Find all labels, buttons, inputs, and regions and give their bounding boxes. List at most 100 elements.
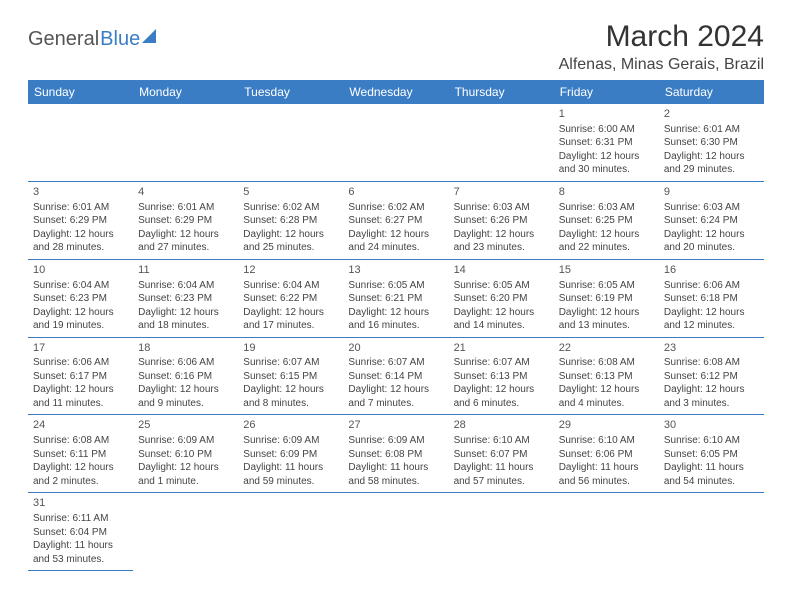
- sunset-text: Sunset: 6:07 PM: [454, 448, 549, 462]
- calendar-cell: 6Sunrise: 6:02 AMSunset: 6:27 PMDaylight…: [343, 181, 448, 259]
- calendar-cell: 22Sunrise: 6:08 AMSunset: 6:13 PMDayligh…: [554, 337, 659, 415]
- sunset-text: Sunset: 6:21 PM: [348, 292, 443, 306]
- sunrise-text: Sunrise: 6:08 AM: [559, 356, 654, 370]
- day-number: 24: [33, 418, 128, 433]
- sunrise-text: Sunrise: 6:09 AM: [243, 434, 338, 448]
- logo-triangle-icon: [142, 29, 156, 43]
- daylight1-text: Daylight: 11 hours: [33, 539, 128, 553]
- sunrise-text: Sunrise: 6:03 AM: [664, 201, 759, 215]
- daylight1-text: Daylight: 12 hours: [559, 228, 654, 242]
- sunset-text: Sunset: 6:13 PM: [454, 370, 549, 384]
- calendar-cell: 11Sunrise: 6:04 AMSunset: 6:23 PMDayligh…: [133, 259, 238, 337]
- sunset-text: Sunset: 6:09 PM: [243, 448, 338, 462]
- daylight1-text: Daylight: 12 hours: [664, 306, 759, 320]
- weekday-header-row: Sunday Monday Tuesday Wednesday Thursday…: [28, 80, 764, 104]
- calendar-cell: [449, 104, 554, 181]
- day-number: 6: [348, 185, 443, 200]
- sunset-text: Sunset: 6:20 PM: [454, 292, 549, 306]
- day-number: 15: [559, 263, 654, 278]
- sunrise-text: Sunrise: 6:11 AM: [33, 512, 128, 526]
- daylight2-text: and 23 minutes.: [454, 241, 549, 255]
- day-number: 19: [243, 341, 338, 356]
- daylight1-text: Daylight: 11 hours: [664, 461, 759, 475]
- daylight1-text: Daylight: 12 hours: [33, 306, 128, 320]
- day-number: 28: [454, 418, 549, 433]
- sunrise-text: Sunrise: 6:04 AM: [33, 279, 128, 293]
- daylight1-text: Daylight: 12 hours: [33, 461, 128, 475]
- sunset-text: Sunset: 6:10 PM: [138, 448, 233, 462]
- calendar-cell: 12Sunrise: 6:04 AMSunset: 6:22 PMDayligh…: [238, 259, 343, 337]
- daylight2-text: and 9 minutes.: [138, 397, 233, 411]
- sunrise-text: Sunrise: 6:02 AM: [243, 201, 338, 215]
- weekday-header: Thursday: [449, 80, 554, 104]
- calendar-cell: 4Sunrise: 6:01 AMSunset: 6:29 PMDaylight…: [133, 181, 238, 259]
- calendar-row: 17Sunrise: 6:06 AMSunset: 6:17 PMDayligh…: [28, 337, 764, 415]
- sunrise-text: Sunrise: 6:01 AM: [664, 123, 759, 137]
- sunrise-text: Sunrise: 6:07 AM: [454, 356, 549, 370]
- calendar-cell: [133, 104, 238, 181]
- sunset-text: Sunset: 6:19 PM: [559, 292, 654, 306]
- calendar-cell: [554, 493, 659, 571]
- calendar-cell: [343, 104, 448, 181]
- day-number: 27: [348, 418, 443, 433]
- calendar-cell: [659, 493, 764, 571]
- daylight1-text: Daylight: 12 hours: [138, 461, 233, 475]
- daylight1-text: Daylight: 12 hours: [454, 306, 549, 320]
- day-number: 18: [138, 341, 233, 356]
- sunrise-text: Sunrise: 6:06 AM: [664, 279, 759, 293]
- daylight1-text: Daylight: 12 hours: [243, 383, 338, 397]
- daylight1-text: Daylight: 12 hours: [664, 383, 759, 397]
- daylight2-text: and 1 minute.: [138, 475, 233, 489]
- sunrise-text: Sunrise: 6:10 AM: [454, 434, 549, 448]
- sunrise-text: Sunrise: 6:06 AM: [33, 356, 128, 370]
- sunset-text: Sunset: 6:17 PM: [33, 370, 128, 384]
- sunset-text: Sunset: 6:26 PM: [454, 214, 549, 228]
- calendar-cell: [238, 493, 343, 571]
- calendar-cell: 9Sunrise: 6:03 AMSunset: 6:24 PMDaylight…: [659, 181, 764, 259]
- sunset-text: Sunset: 6:05 PM: [664, 448, 759, 462]
- calendar-cell: 3Sunrise: 6:01 AMSunset: 6:29 PMDaylight…: [28, 181, 133, 259]
- daylight2-text: and 57 minutes.: [454, 475, 549, 489]
- calendar-cell: 30Sunrise: 6:10 AMSunset: 6:05 PMDayligh…: [659, 415, 764, 493]
- daylight2-text: and 11 minutes.: [33, 397, 128, 411]
- sunset-text: Sunset: 6:22 PM: [243, 292, 338, 306]
- sunrise-text: Sunrise: 6:07 AM: [243, 356, 338, 370]
- daylight1-text: Daylight: 11 hours: [454, 461, 549, 475]
- daylight2-text: and 4 minutes.: [559, 397, 654, 411]
- page-title: March 2024: [559, 20, 764, 54]
- sunset-text: Sunset: 6:23 PM: [33, 292, 128, 306]
- sunrise-text: Sunrise: 6:01 AM: [138, 201, 233, 215]
- sunset-text: Sunset: 6:15 PM: [243, 370, 338, 384]
- weekday-header: Monday: [133, 80, 238, 104]
- calendar-cell: [449, 493, 554, 571]
- sunrise-text: Sunrise: 6:05 AM: [348, 279, 443, 293]
- daylight1-text: Daylight: 12 hours: [33, 228, 128, 242]
- calendar-cell: 2Sunrise: 6:01 AMSunset: 6:30 PMDaylight…: [659, 104, 764, 181]
- daylight1-text: Daylight: 12 hours: [243, 228, 338, 242]
- sunset-text: Sunset: 6:04 PM: [33, 526, 128, 540]
- sunset-text: Sunset: 6:11 PM: [33, 448, 128, 462]
- day-number: 17: [33, 341, 128, 356]
- sunset-text: Sunset: 6:25 PM: [559, 214, 654, 228]
- sunrise-text: Sunrise: 6:08 AM: [664, 356, 759, 370]
- day-number: 5: [243, 185, 338, 200]
- weekday-header: Tuesday: [238, 80, 343, 104]
- weekday-header: Saturday: [659, 80, 764, 104]
- day-number: 10: [33, 263, 128, 278]
- daylight2-text: and 20 minutes.: [664, 241, 759, 255]
- daylight1-text: Daylight: 12 hours: [138, 306, 233, 320]
- daylight2-text: and 17 minutes.: [243, 319, 338, 333]
- calendar-row: 24Sunrise: 6:08 AMSunset: 6:11 PMDayligh…: [28, 415, 764, 493]
- daylight1-text: Daylight: 12 hours: [243, 306, 338, 320]
- calendar-cell: [133, 493, 238, 571]
- daylight1-text: Daylight: 12 hours: [348, 306, 443, 320]
- sunrise-text: Sunrise: 6:06 AM: [138, 356, 233, 370]
- day-number: 21: [454, 341, 549, 356]
- weekday-header: Friday: [554, 80, 659, 104]
- daylight2-text: and 13 minutes.: [559, 319, 654, 333]
- daylight1-text: Daylight: 12 hours: [33, 383, 128, 397]
- calendar-cell: 17Sunrise: 6:06 AMSunset: 6:17 PMDayligh…: [28, 337, 133, 415]
- calendar-cell: 15Sunrise: 6:05 AMSunset: 6:19 PMDayligh…: [554, 259, 659, 337]
- calendar-cell: 20Sunrise: 6:07 AMSunset: 6:14 PMDayligh…: [343, 337, 448, 415]
- sunrise-text: Sunrise: 6:09 AM: [138, 434, 233, 448]
